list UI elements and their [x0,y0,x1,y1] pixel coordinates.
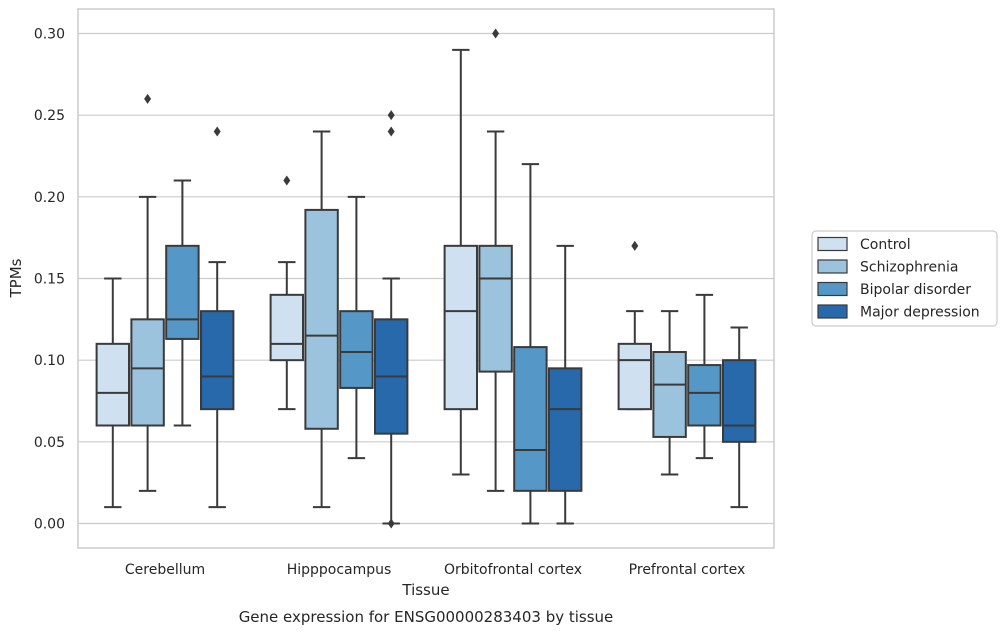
box [269,175,305,411]
x-tick-label: Prefrontal cortex [629,562,746,578]
box [374,110,409,529]
legend: Control Schizophrenia Bipolar disorder Majo… [811,230,998,327]
legend-swatch [817,281,848,297]
box [304,130,339,509]
legend-swatch [817,236,848,252]
y-tick-label: 0.05 [34,435,65,451]
box-iqr [95,342,130,427]
legend-swatch [817,259,848,274]
outlier-point [387,126,395,137]
box-iqr [513,346,548,492]
y-axis-label: TPMs [7,258,25,298]
y-tick-label: 0.15 [34,272,65,288]
box [95,277,130,509]
x-tick-labels: Cerebellum Hipppocampus Orbitofrontal cort… [125,562,745,578]
series-control [95,48,652,509]
outlier-point [631,240,639,251]
y-tick-label: 0.00 [34,517,65,533]
legend-frame [811,230,998,327]
x-axis-label: Tissue [401,581,449,599]
box [652,310,687,476]
box [722,326,757,509]
legend-label: Schizophrenia [860,260,958,276]
box [339,195,374,460]
series-bipolar-disorder [165,163,722,525]
y-tick-label: 0.25 [34,108,65,124]
box [478,28,513,492]
box-iqr [652,351,687,438]
box-iqr [200,310,235,411]
box-iqr [687,364,722,427]
box-iqr [617,342,652,411]
chart-caption: Gene expression for ENSG00000283403 by t… [239,608,614,626]
box [200,126,235,509]
x-tick-label: Hipppocampus [287,562,392,578]
y-tick-label: 0.20 [34,190,65,206]
box [513,163,548,525]
outlier-point [144,93,152,104]
box [130,93,165,492]
box-iqr [339,310,374,389]
legend-item: Major depression [817,304,980,321]
box [443,48,479,476]
y-tick-labels: 0.00 0.05 0.10 0.15 0.20 0.25 0.30 [34,27,65,533]
legend-label: Major depression [860,305,980,321]
box-series [95,28,757,529]
box-iqr [548,367,583,492]
legend-label: Control [860,237,911,253]
box [617,240,652,411]
y-tick-label: 0.30 [34,27,65,43]
x-tick-label: Orbitofrontal cortex [444,562,582,578]
box-iqr [269,293,305,362]
x-tick-label: Cerebellum [125,562,205,578]
outlier-point [213,126,221,137]
box-iqr [304,208,339,430]
box [548,244,583,525]
outlier-point [387,518,395,529]
legend-item: Control [817,236,911,253]
legend-label: Bipolar disorder [860,282,971,298]
legend-swatch [817,304,848,319]
box [687,293,722,460]
legend-item: Bipolar disorder [817,281,971,298]
outlier-point [283,175,291,186]
box-iqr [165,244,200,340]
legend-item: Schizophrenia [817,259,958,276]
box-iqr [478,244,513,373]
box-iqr [130,318,165,427]
outlier-point [492,28,500,39]
outlier-point [387,110,395,121]
plot-frame [77,8,775,549]
series-major-depression [200,110,757,529]
series-schizophrenia [130,28,687,509]
box [165,179,200,427]
box-iqr [722,359,757,443]
y-tick-label: 0.10 [34,353,65,369]
box-iqr [443,244,479,411]
